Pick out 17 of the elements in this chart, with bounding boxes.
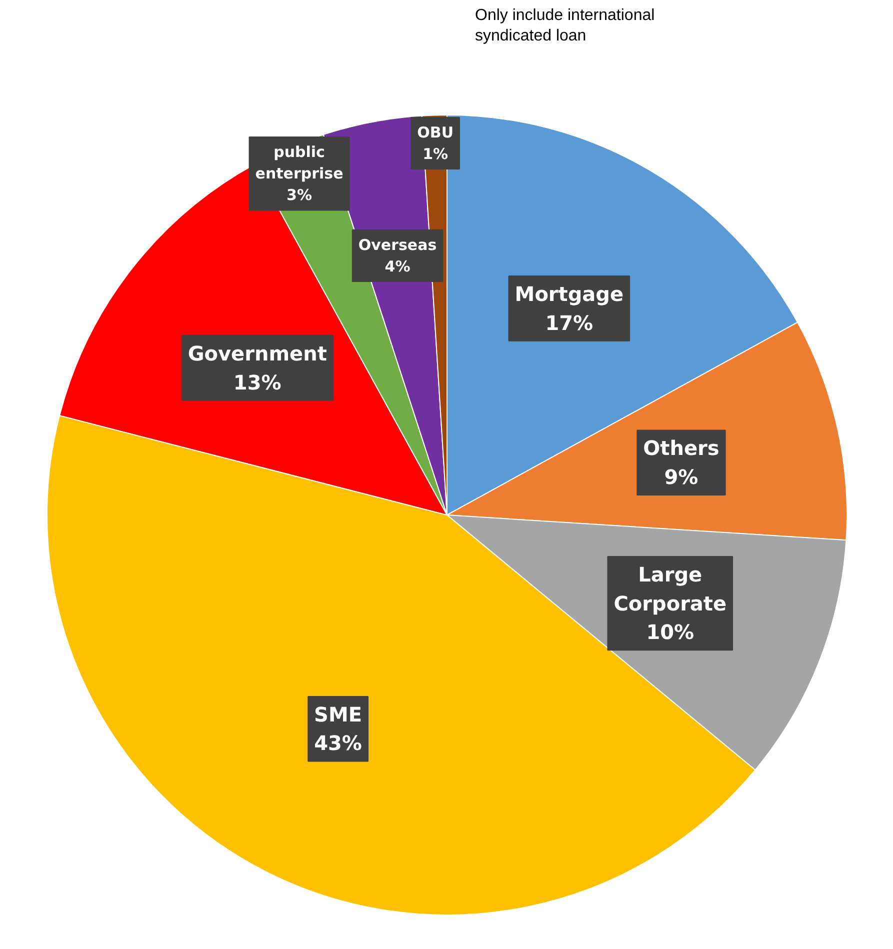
slice-label: Government [188,342,328,366]
data-label: 10% [646,620,694,644]
data-label: 1% [422,144,448,163]
data-label: 43% [314,731,362,756]
slice-label: Large Corporate [614,562,727,616]
slice-label: public enterprise [255,142,344,183]
slice-label: Mortgage [514,282,624,306]
data-label: 3% [286,186,312,204]
slice-label: SME [314,702,362,726]
data-label: 4% [384,257,410,276]
text: Only include international syndicated loan [475,7,655,44]
slice-label: OBU [417,123,454,142]
data-label: 17% [545,310,594,335]
data-label: 13% [233,370,282,394]
slice-label: Overseas [358,236,437,254]
slice-label: Others [643,436,720,460]
data-label: 9% [664,465,698,490]
